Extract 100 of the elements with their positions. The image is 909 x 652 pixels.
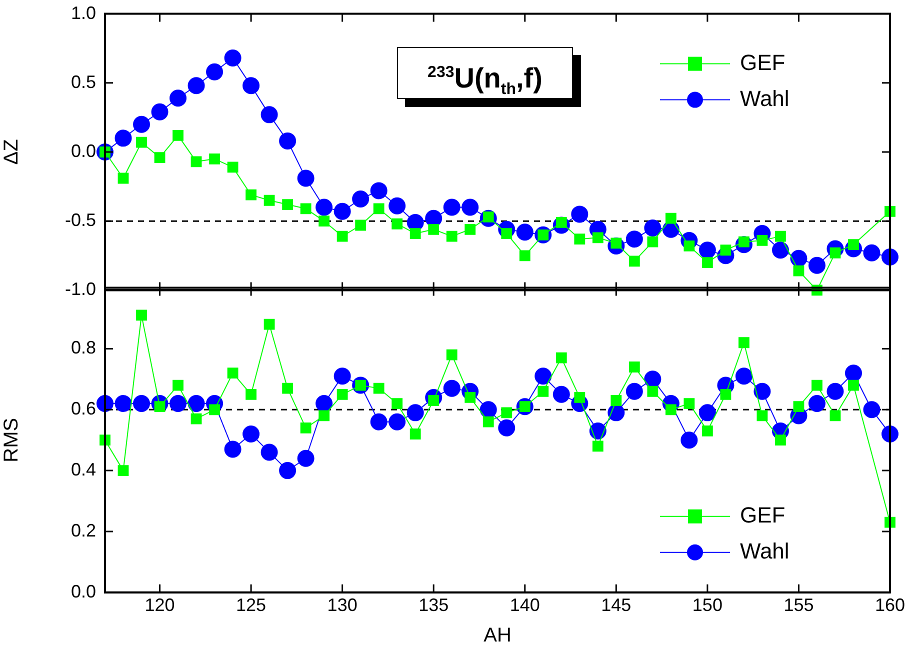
point (336, 230, 348, 242)
point (133, 116, 150, 133)
point (133, 395, 150, 412)
point (242, 426, 260, 443)
y-tick-label: 0.2 (70, 520, 96, 540)
point (334, 368, 351, 385)
point (793, 401, 804, 412)
point (334, 202, 351, 220)
point (264, 194, 275, 206)
point (647, 386, 658, 397)
point (665, 212, 676, 224)
point (702, 257, 713, 268)
point (628, 256, 640, 267)
point (574, 392, 586, 403)
point (848, 380, 859, 391)
point (388, 413, 406, 430)
point (552, 386, 570, 403)
point (279, 462, 296, 480)
point (410, 228, 421, 239)
point (684, 398, 695, 409)
x-tick-label: 120 (144, 595, 175, 616)
point (190, 156, 202, 168)
point (844, 364, 862, 382)
point (626, 230, 643, 248)
point (516, 224, 534, 241)
x-tick-label: 150 (692, 595, 722, 616)
y-tick-label: -1.0 (64, 279, 96, 300)
point (428, 224, 440, 235)
point (443, 198, 460, 216)
y-tick-label: 0.4 (70, 460, 96, 480)
point (571, 206, 588, 223)
point (392, 218, 403, 230)
point (556, 352, 567, 364)
point (519, 250, 530, 262)
point (808, 395, 826, 412)
point (534, 368, 552, 385)
point (373, 203, 384, 214)
point (680, 432, 698, 449)
y-axis-title: ΔZ (0, 139, 23, 165)
point (297, 450, 314, 467)
point (812, 380, 822, 391)
point (209, 153, 220, 164)
point (501, 407, 512, 418)
point (242, 77, 260, 94)
point (300, 422, 312, 434)
point (316, 395, 333, 412)
point (464, 392, 476, 403)
annotation: $^{233}$U(n$_{th}$,f) (397, 47, 573, 99)
point (300, 203, 312, 214)
point (754, 382, 771, 400)
y-tick-label: 0.8 (70, 338, 96, 358)
x-tick-label: 155 (784, 595, 814, 616)
point (260, 444, 278, 461)
point (352, 190, 370, 208)
point (170, 90, 187, 107)
point (136, 310, 147, 321)
point (790, 250, 808, 267)
point (446, 230, 458, 242)
legend-label: Wahl (740, 538, 790, 564)
point (830, 410, 841, 422)
point (264, 318, 275, 330)
point (698, 404, 716, 422)
point (610, 395, 622, 406)
point (370, 182, 388, 200)
point (170, 395, 187, 412)
point (410, 428, 421, 440)
x-tick-label: 140 (510, 595, 540, 616)
y-axis-title: RMS (0, 418, 23, 462)
point (735, 368, 752, 385)
point (626, 382, 643, 400)
point (775, 434, 786, 446)
x-tick-label: 130 (327, 595, 358, 616)
point (665, 404, 676, 416)
legend-label: GEF (740, 50, 786, 75)
point (282, 382, 294, 394)
point (316, 198, 333, 216)
point (246, 189, 256, 200)
point (206, 63, 224, 80)
y-tick-label: 0.0 (70, 581, 96, 602)
point (297, 170, 314, 187)
point (151, 103, 168, 120)
point (720, 388, 732, 400)
y-tick-label: 0.0 (70, 140, 96, 161)
point (644, 370, 662, 388)
point (406, 404, 424, 422)
point (826, 382, 844, 400)
point (172, 130, 184, 141)
point (209, 404, 220, 416)
point (756, 410, 768, 422)
point (720, 244, 732, 256)
legend-label: GEF (740, 502, 786, 528)
x-tick-label: 135 (418, 595, 449, 616)
point (482, 416, 494, 428)
point (282, 199, 294, 210)
point (738, 337, 750, 348)
point (370, 413, 388, 430)
point (114, 130, 132, 147)
point (628, 362, 640, 372)
point (118, 465, 129, 476)
point (114, 395, 132, 412)
